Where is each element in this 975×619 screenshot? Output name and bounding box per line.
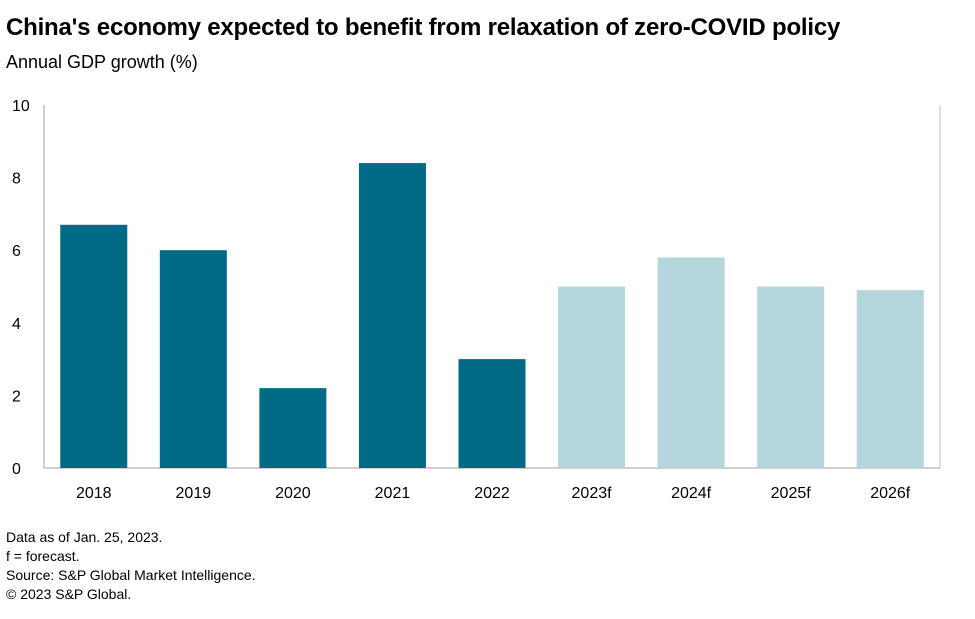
data-date-note: Data as of Jan. 25, 2023. bbox=[6, 529, 163, 545]
x-tick-label: 2021 bbox=[375, 485, 411, 502]
x-tick-label: 2019 bbox=[176, 485, 212, 502]
chart-notes: Data as of Jan. 25, 2023. f = forecast. … bbox=[6, 528, 256, 604]
x-tick-label: 2025f bbox=[771, 485, 812, 502]
bar-2020 bbox=[259, 388, 327, 468]
bar-2019 bbox=[159, 250, 227, 468]
y-tick-label: 6 bbox=[12, 243, 21, 260]
chart-subtitle: Annual GDP growth (%) bbox=[6, 52, 198, 72]
x-tick-label: 2024f bbox=[671, 485, 712, 502]
bar-2025f bbox=[757, 286, 825, 468]
bar-2018 bbox=[60, 224, 128, 468]
y-tick-label: 0 bbox=[12, 461, 21, 478]
bar-2023f bbox=[558, 286, 626, 468]
x-tick-label: 2022 bbox=[474, 485, 510, 502]
x-tick-label: 2018 bbox=[76, 485, 112, 502]
x-tick-label: 2023f bbox=[572, 485, 613, 502]
bar-2024f bbox=[657, 257, 725, 468]
copyright-note: © 2023 S&P Global. bbox=[6, 586, 132, 602]
chart-title: China's economy expected to benefit from… bbox=[6, 14, 841, 41]
y-tick-label: 4 bbox=[12, 316, 21, 333]
forecast-note: f = forecast. bbox=[6, 548, 80, 564]
bar-2022 bbox=[458, 359, 526, 468]
bar-2021 bbox=[358, 163, 426, 468]
y-tick-label: 8 bbox=[12, 171, 21, 188]
bar-2026f bbox=[856, 290, 924, 468]
y-tick-label: 10 bbox=[12, 98, 30, 115]
x-tick-label: 2026f bbox=[870, 485, 911, 502]
y-tick-label: 2 bbox=[12, 388, 21, 405]
x-tick-label: 2020 bbox=[275, 485, 311, 502]
bar-chart: 0 2 4 6 8 10 2018 2019 2020 2021 2022 2023f 2024f 202… bbox=[12, 98, 941, 502]
source-note: Source: S&P Global Market Intelligence. bbox=[6, 567, 256, 583]
